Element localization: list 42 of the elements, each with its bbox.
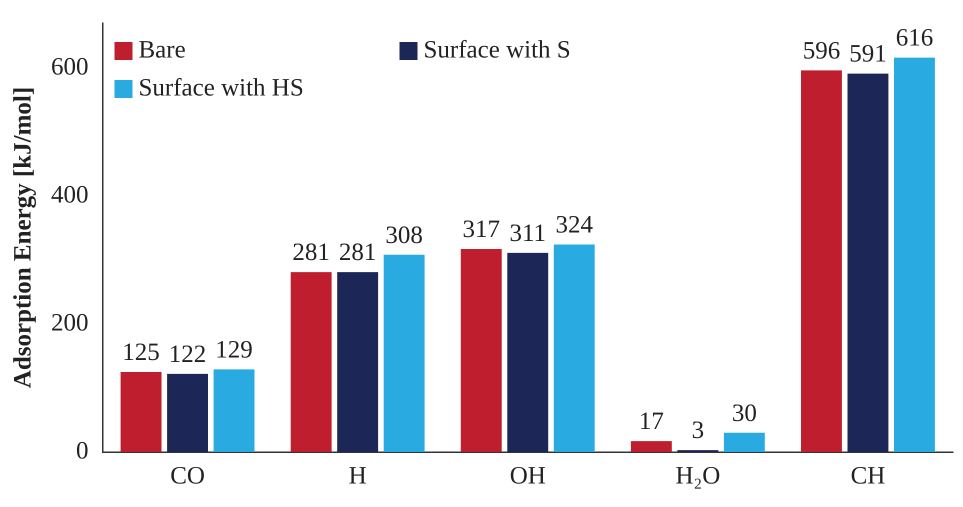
bar xyxy=(801,70,842,452)
data-label: 122 xyxy=(168,340,206,368)
x-tick-label: CO xyxy=(170,462,205,490)
y-tick-label: 600 xyxy=(51,53,88,80)
y-tick-label: 0 xyxy=(76,438,88,465)
data-label: 311 xyxy=(509,220,546,247)
bar xyxy=(894,58,935,452)
x-tick-label: H₂O xyxy=(675,462,720,490)
legend-label: Surface with HS xyxy=(138,74,304,102)
x-tick-label: H xyxy=(348,462,367,490)
bar xyxy=(290,272,332,452)
bar xyxy=(554,244,595,452)
data-label: 281 xyxy=(292,239,330,266)
bar xyxy=(507,252,548,452)
data-label: 281 xyxy=(338,239,376,266)
data-label: 30 xyxy=(732,400,757,427)
y-tick-label: 400 xyxy=(51,181,88,208)
bar xyxy=(337,272,378,452)
bar xyxy=(460,249,502,452)
data-label: 125 xyxy=(122,339,160,366)
data-label: 324 xyxy=(555,212,594,239)
bar xyxy=(630,441,672,452)
data-label: 3 xyxy=(692,417,704,444)
data-label: 317 xyxy=(462,216,500,244)
bar xyxy=(167,374,208,452)
x-tick-label: OH xyxy=(510,462,546,490)
data-label: 308 xyxy=(385,222,423,249)
bar xyxy=(724,432,765,452)
data-label: 591 xyxy=(849,40,887,68)
y-axis-title: Adsorption Energy [kJ/mol] xyxy=(9,86,36,388)
data-label: 596 xyxy=(802,37,840,64)
bar xyxy=(384,254,425,452)
data-label: 616 xyxy=(896,24,934,52)
legend-label: Surface with S xyxy=(424,36,571,64)
bar xyxy=(120,372,162,452)
data-label: 129 xyxy=(215,336,253,364)
x-tick-label: CH xyxy=(850,462,886,490)
legend-label: Bare xyxy=(138,36,186,64)
bar xyxy=(847,74,888,452)
data-label: 17 xyxy=(638,408,664,436)
bar xyxy=(214,369,254,452)
y-tick-label: 200 xyxy=(51,310,88,337)
